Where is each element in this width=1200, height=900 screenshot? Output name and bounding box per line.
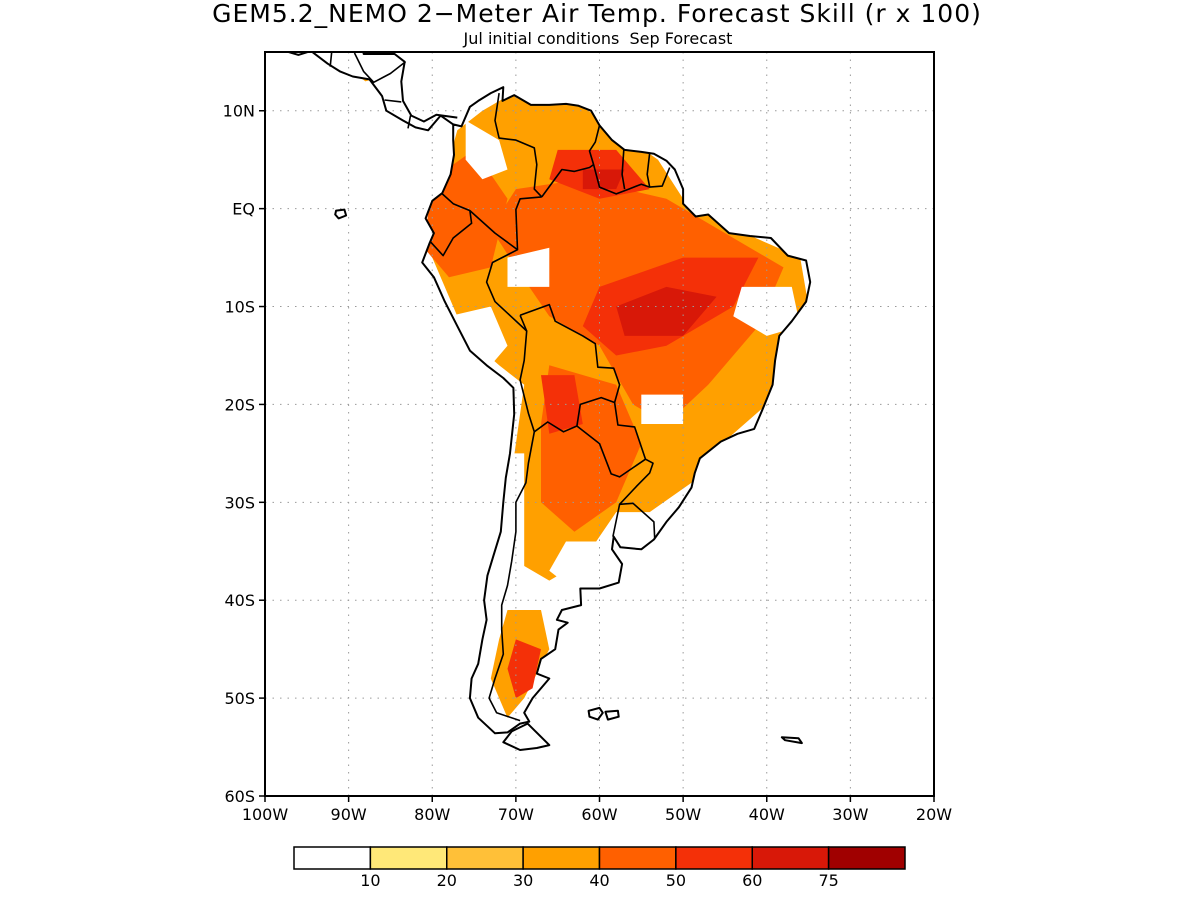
border-bolivia bbox=[519, 303, 621, 433]
lat-tick-label: 50S bbox=[224, 689, 255, 708]
border-colombia-south bbox=[441, 193, 542, 251]
colorbar-swatch bbox=[751, 846, 830, 870]
country-borders bbox=[329, 52, 671, 722]
border-peru-brazil bbox=[485, 248, 528, 332]
skill-region-bolivia bbox=[541, 375, 583, 434]
lat-tick-label: 30S bbox=[224, 493, 255, 512]
border-suriname-guyana bbox=[621, 149, 626, 190]
map-title: GEM5.2_NEMO 2−Meter Air Temp. Forecast S… bbox=[212, 0, 982, 28]
lon-tick-label: 90W bbox=[331, 805, 367, 824]
border-argentina-brazil bbox=[619, 458, 654, 505]
low-skill-mato-grosso-do-sul bbox=[641, 394, 684, 424]
lat-tick-label: EQ bbox=[232, 200, 255, 219]
low-skill-northeast-brazil bbox=[733, 286, 801, 336]
latitude-axis: 10N EQ 10S 20S 30S 40S 50S 60S bbox=[223, 102, 265, 806]
border-argentina-chile bbox=[488, 431, 536, 722]
border-paraguay bbox=[576, 402, 647, 478]
low-skill-pampas bbox=[549, 541, 625, 591]
low-skill-chile bbox=[499, 453, 525, 581]
coastline-south-georgia bbox=[780, 736, 803, 745]
border-venezuela-brazil bbox=[541, 163, 595, 198]
lon-tick-label: 50W bbox=[665, 805, 701, 824]
colorbar-label: 60 bbox=[742, 871, 762, 890]
lat-tick-label: 20S bbox=[224, 395, 255, 414]
lat-tick-label: 40S bbox=[224, 591, 255, 610]
border-guianas bbox=[588, 125, 671, 195]
colorbar-swatch bbox=[446, 846, 524, 870]
lat-tick-label: 10N bbox=[223, 102, 255, 121]
coastline-falklands-west bbox=[587, 706, 604, 721]
colorbar-label: 75 bbox=[818, 871, 838, 890]
colorbar-swatch bbox=[293, 846, 372, 870]
colorbar-label: 30 bbox=[513, 871, 533, 890]
lat-tick-label: 10S bbox=[224, 298, 255, 317]
colorbar-swatch bbox=[598, 846, 677, 870]
lon-tick-label: 70W bbox=[498, 805, 534, 824]
border-panama-costa-rica bbox=[407, 115, 412, 129]
border-central-borders bbox=[353, 52, 406, 84]
skill-region-guiana-core bbox=[582, 169, 625, 190]
lon-tick-label: 80W bbox=[414, 805, 450, 824]
colorbar-label: 50 bbox=[666, 871, 686, 890]
colorbar-swatch bbox=[827, 846, 906, 870]
coastline-south-america bbox=[421, 86, 812, 735]
colorbar-swatch bbox=[522, 846, 601, 870]
coastline-central-america bbox=[284, 52, 454, 132]
map-subtitle: Jul initial conditions Sep Forecast bbox=[463, 29, 733, 48]
border-nicaragua-costa-rica bbox=[384, 99, 402, 103]
coastline-falklands-east bbox=[604, 709, 620, 721]
border-uruguay bbox=[612, 502, 656, 539]
lon-tick-label: 60W bbox=[581, 805, 617, 824]
lon-tick-label: 20W bbox=[916, 805, 952, 824]
colorbar-label: 40 bbox=[589, 871, 609, 890]
coastline-yucatan-caribbean bbox=[362, 52, 458, 123]
colorbar-swatch bbox=[675, 846, 753, 870]
low-skill-colombia bbox=[465, 120, 508, 180]
skill-region-amazon-core bbox=[616, 286, 717, 336]
coastline-galapagos bbox=[334, 208, 348, 220]
colorbar-label: 20 bbox=[437, 871, 457, 890]
longitude-axis: 100W 90W 80W 70W 60W 50W 40W 30W 20W bbox=[242, 796, 952, 824]
colorbar: 10 20 30 40 50 60 75 bbox=[293, 846, 906, 890]
coastlines bbox=[284, 52, 812, 751]
border-mexico-guatemala bbox=[329, 52, 333, 67]
border-suriname-fguiana bbox=[646, 152, 651, 188]
lat-tick-label: 60S bbox=[224, 787, 255, 806]
lon-tick-label: 30W bbox=[832, 805, 868, 824]
coastline-tierra-del-fuego bbox=[502, 722, 551, 751]
plot-area bbox=[265, 52, 934, 796]
lon-tick-label: 100W bbox=[242, 805, 289, 824]
border-venezuela-colombia bbox=[494, 92, 543, 198]
colorbar-label: 10 bbox=[360, 871, 380, 890]
low-skill-amazon-gap bbox=[507, 247, 550, 287]
lon-tick-label: 40W bbox=[749, 805, 785, 824]
colorbar-swatch bbox=[369, 846, 448, 870]
border-ecuador-peru bbox=[430, 210, 473, 257]
